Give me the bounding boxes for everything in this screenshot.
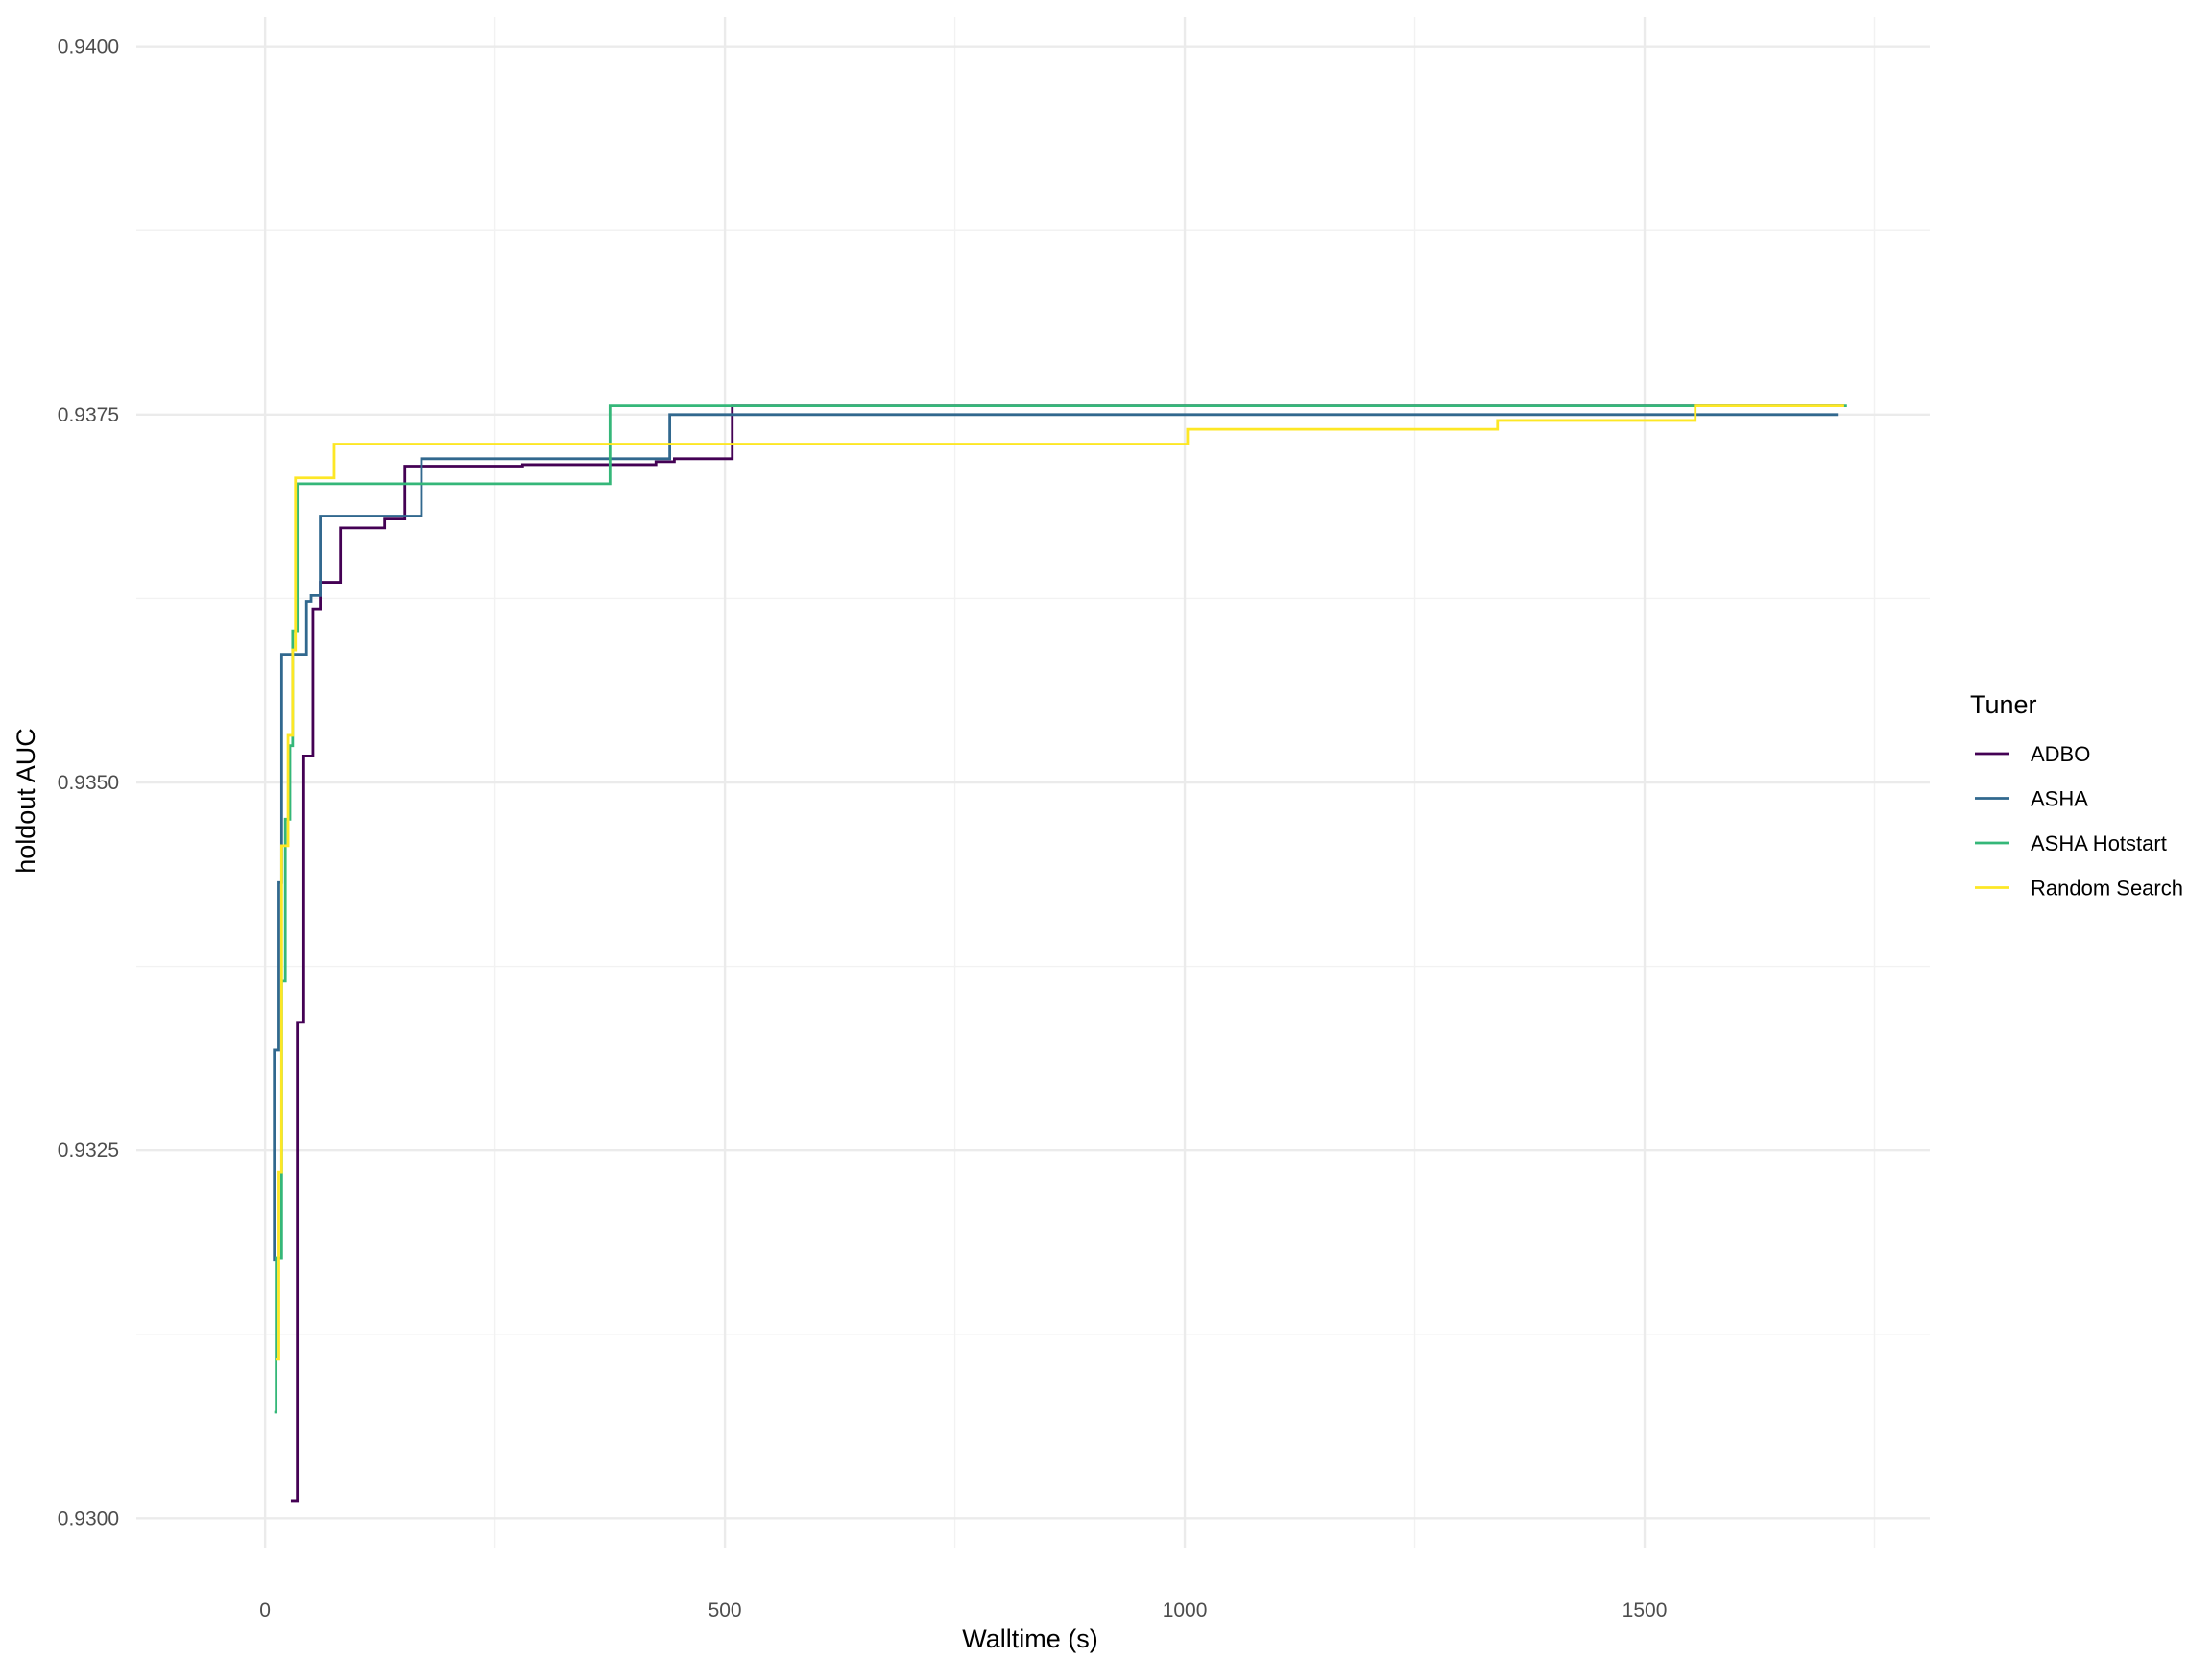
y-tick-label: 0.9375 [58,404,119,426]
legend-item-asha: ASHA [1975,787,2088,811]
x-axis-ticks: 0 500 1000 1500 [259,1599,1667,1622]
x-tick-label: 1500 [1623,1599,1668,1622]
legend-label: Random Search [2031,877,2183,901]
x-tick-label: 500 [709,1599,742,1622]
series-lines [273,404,1847,1503]
y-axis-title: holdout AUC [12,728,40,874]
series-line-asha-hotstart [274,404,1847,1414]
legend: Tuner ADBO ASHA ASHA Hotstart Random Search [1970,690,2183,901]
series-line-random-search [276,404,1844,1361]
legend-label: ASHA Hotstart [2031,831,2167,855]
legend-item-random-search: Random Search [1975,877,2183,901]
y-tick-label: 0.9325 [58,1140,119,1162]
legend-items: ADBO ASHA ASHA Hotstart Random Search [1975,742,2183,901]
y-axis-ticks: 0.9300 0.9325 0.9350 0.9375 0.9400 [58,36,119,1530]
y-tick-label: 0.9350 [58,772,119,794]
x-tick-label: 0 [259,1599,271,1622]
legend-item-adbo: ADBO [1975,742,2090,766]
series-line-asha [273,413,1839,1262]
grid [136,17,1930,1548]
x-tick-label: 1000 [1163,1599,1208,1622]
legend-title: Tuner [1970,690,2037,719]
y-tick-label: 0.9300 [58,1507,119,1529]
legend-label: ADBO [2031,742,2090,766]
x-axis-title: Walltime (s) [962,1624,1098,1653]
series-line-adbo [290,404,1844,1503]
legend-item-asha-hotstart: ASHA Hotstart [1975,831,2167,855]
y-tick-label: 0.9400 [58,36,119,59]
legend-label: ASHA [2031,787,2088,811]
